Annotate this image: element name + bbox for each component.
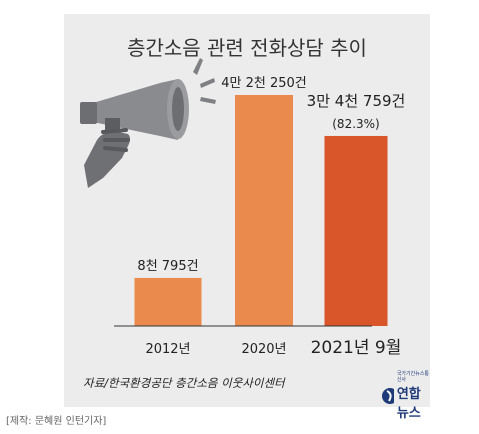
bar-2 xyxy=(235,95,293,326)
bar-3 xyxy=(324,135,388,326)
category-label-3: 2021년 9월 xyxy=(311,338,402,358)
source-note: 자료/한국환경공단 층간소음 이웃사이센터 xyxy=(83,376,285,390)
chart-card: 층간소음 관련 전화상담 추이 8천 795건 2012년 4만 2천 25 xyxy=(64,14,430,421)
logo-tagline: 국가기간뉴스통신사 xyxy=(396,371,430,383)
bar-chart: 8천 795건 2012년 4만 2천 250건 2020년 3만 4천 759건 202… xyxy=(80,58,406,358)
bar-1 xyxy=(134,277,202,326)
category-label-2: 2020년 xyxy=(241,342,286,357)
sound-rays xyxy=(193,58,216,104)
hand-icon xyxy=(84,128,130,188)
value-label-1: 8천 795건 xyxy=(137,259,198,274)
megaphone-icon xyxy=(80,58,216,188)
value-label-2: 4만 2천 250건 xyxy=(221,76,307,91)
credit-note: [제작: 문혜원 인턴기자] xyxy=(6,416,107,427)
logo-text: 연합뉴스 xyxy=(396,387,421,421)
yonhap-logo: 국가기간뉴스통신사 연합뉴스 xyxy=(381,371,430,421)
logo-icon xyxy=(382,388,394,404)
category-label-1: 2012년 xyxy=(145,342,190,357)
percent-annotation: (82.3%) xyxy=(332,117,379,131)
chart-title: 층간소음 관련 전화상담 추이 xyxy=(127,36,367,60)
value-label-3: 3만 4천 759건 xyxy=(307,92,406,110)
